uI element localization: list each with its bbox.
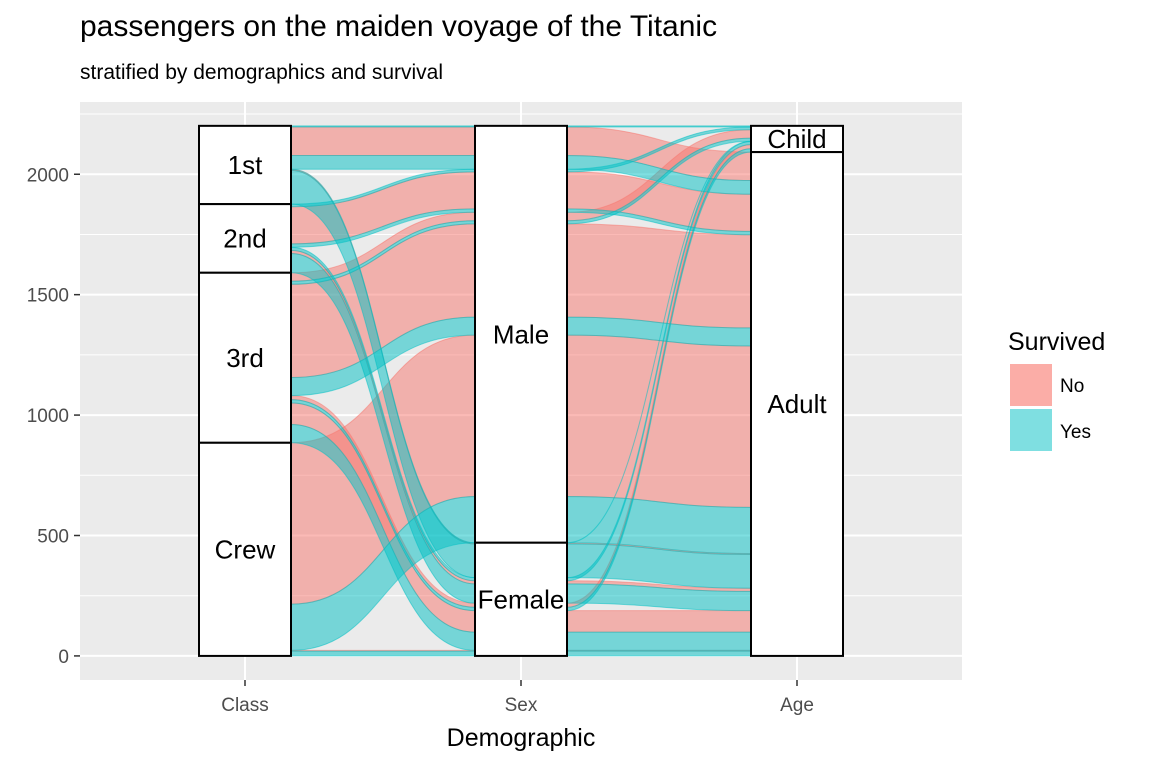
- flow-ribbon-no: [566, 610, 752, 633]
- stratum-child: [750, 124, 844, 154]
- flow-ribbon-yes: [290, 650, 476, 657]
- legend-label-yes: Yes: [1060, 422, 1091, 443]
- stratum-label-3rd: 3rd: [226, 343, 264, 373]
- legend-key-no: [1010, 364, 1052, 406]
- flow-ribbon-yes: [290, 154, 476, 170]
- stratum-label-male: Male: [493, 319, 549, 349]
- stratum-layer: 1st 2nd 3rd Crew Male Female Child Adult: [198, 124, 844, 657]
- y-tick-label: 1000: [27, 406, 69, 427]
- legend-title: Survived: [1008, 328, 1105, 356]
- stratum-label-1st: 1st: [228, 150, 263, 180]
- stratum-crew: [198, 441, 292, 657]
- stratum-adult: [750, 151, 844, 657]
- x-tick-label: Sex: [505, 695, 538, 716]
- y-tick-label: 500: [37, 527, 69, 548]
- stratum-1st: [198, 124, 292, 206]
- x-tick-label: Class: [221, 695, 269, 716]
- stratum-label-child: Child: [767, 124, 826, 154]
- x-tick-label: Age: [780, 695, 814, 716]
- flow-ribbon-yes: [290, 125, 476, 128]
- flow-ribbon-yes: [566, 631, 752, 651]
- chart-subtitle: stratified by demographics and survival: [80, 61, 444, 84]
- flow-ribbon-yes: [566, 650, 752, 657]
- axis-layer: 0 500 1000 1500 2000 Class Sex Age: [27, 165, 814, 716]
- flow-ribbon-yes: [566, 125, 752, 128]
- stratum-3rd: [198, 271, 292, 444]
- flow-ribbon-no: [290, 126, 476, 156]
- legend: Survived No Yes: [1008, 328, 1105, 451]
- y-tick-label: 2000: [27, 165, 69, 186]
- stratum-female: [474, 541, 568, 657]
- x-axis-title: Demographic: [447, 724, 596, 752]
- stratum-label-2nd: 2nd: [223, 223, 266, 253]
- stratum-male: [474, 124, 568, 544]
- flow-ribbon-no: [566, 223, 752, 329]
- stratum-2nd: [198, 203, 292, 274]
- stratum-label-crew: Crew: [215, 534, 276, 564]
- legend-label-no: No: [1060, 376, 1084, 397]
- legend-key-yes: [1010, 409, 1052, 451]
- chart-title: passengers on the maiden voyage of the T…: [80, 10, 718, 43]
- stratum-label-adult: Adult: [767, 389, 827, 419]
- stratum-label-female: Female: [478, 584, 565, 614]
- y-tick-label: 1500: [27, 286, 69, 307]
- y-tick-label: 0: [58, 647, 69, 668]
